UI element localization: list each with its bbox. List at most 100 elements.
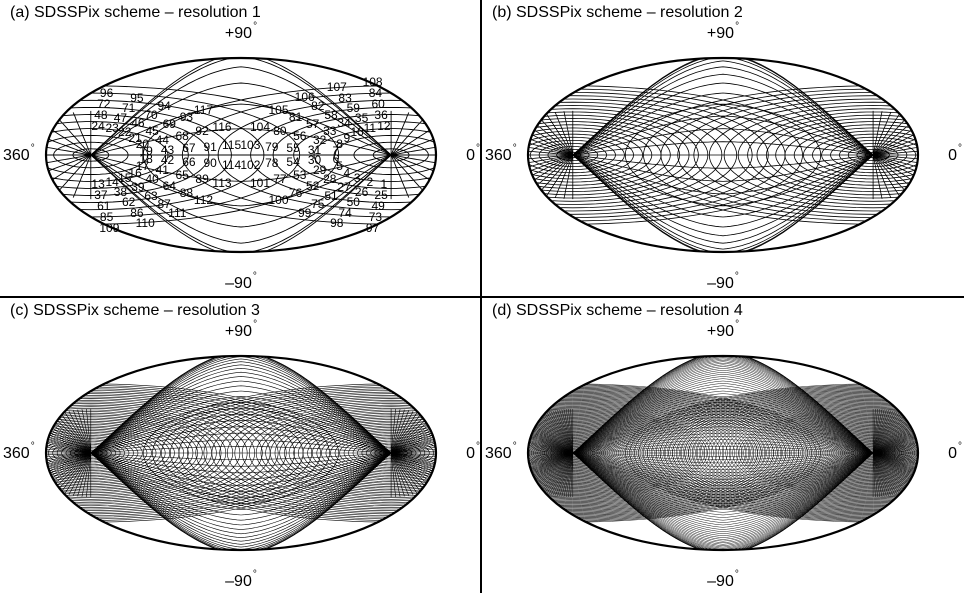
right-longitude-label: 0°: [948, 148, 962, 166]
pixel-number-label: 46: [131, 116, 144, 130]
eta-line: [91, 386, 391, 453]
pixel-number-label: 34: [337, 116, 350, 130]
pixel-number-label: 95: [130, 91, 143, 105]
pixel-number-label: 116: [212, 120, 231, 134]
eta-line: [573, 142, 873, 155]
pixel-number-label: 92: [195, 124, 208, 138]
eta-line: [573, 155, 873, 168]
pixel-number-label: 109: [99, 221, 119, 235]
aitoff-map: [0, 298, 482, 594]
south-label: –90°: [0, 574, 482, 592]
panel-b-resolution-2: (b) SDSSPix scheme – resolution 2 +90° –…: [482, 0, 964, 296]
pixel-number-label: 78: [265, 156, 278, 170]
left-longitude-label: 360°: [3, 148, 35, 166]
pixel-number-label: 81: [289, 110, 302, 124]
south-label: –90°: [0, 276, 482, 294]
pixel-number-label: 79: [265, 140, 278, 154]
pixel-number-label: 8: [336, 137, 343, 151]
pixel-number-label: 106: [295, 90, 315, 104]
pixel-number-label: 100: [268, 193, 288, 207]
pixel-number-label: 77: [273, 172, 286, 186]
pixel-number-label: 3: [354, 171, 361, 185]
panel-d-resolution-4: (d) SDSSPix scheme – resolution 4 +90° –…: [482, 298, 964, 594]
pixel-number-label: 76: [289, 186, 302, 200]
grid-lines: [0, 356, 482, 549]
aitoff-map: [482, 0, 964, 296]
pixel-number-label: 107: [327, 80, 347, 94]
left-longitude-label: 360°: [485, 446, 517, 464]
pixel-number-label: 103: [240, 138, 260, 152]
pixel-number-label: 70: [144, 108, 157, 122]
aitoff-map: [482, 298, 964, 594]
grid-lines: [482, 58, 964, 251]
pixel-number-label: 58: [324, 108, 337, 122]
pixel-number-label: 102: [240, 158, 260, 172]
pixel-number-label: 66: [182, 155, 195, 169]
north-label: +90°: [482, 26, 964, 44]
pixel-number-label: 88: [180, 186, 193, 200]
north-label: +90°: [482, 324, 964, 342]
pixel-number-label: 94: [158, 99, 171, 113]
pixel-number-label: 45: [146, 124, 159, 138]
pixel-number-label: 111: [168, 206, 186, 220]
south-label: –90°: [482, 574, 964, 592]
pixel-number-label: 56: [293, 129, 306, 143]
pixel-number-label: 104: [250, 120, 270, 134]
north-label: +90°: [0, 324, 482, 342]
pixel-number-label: 33: [323, 124, 336, 138]
pixel-number-label: 115: [222, 138, 241, 152]
pixel-number-label: 53: [293, 168, 306, 182]
pixel-number-label: 57: [306, 117, 319, 131]
pixel-number-label: 113: [212, 176, 231, 190]
pixel-number-label: 108: [363, 75, 383, 89]
pixel-number-label: 101: [250, 176, 270, 190]
left-longitude-label: 360°: [485, 148, 517, 166]
pixel-number-label: 91: [204, 140, 217, 154]
grid-lines: [0, 58, 482, 251]
eta-line: [91, 453, 391, 520]
pixel-number-label: 96: [100, 86, 113, 100]
pixel-number-label: 64: [163, 179, 176, 193]
left-longitude-label: 360°: [3, 446, 35, 464]
right-longitude-label: 0°: [466, 446, 480, 464]
panel-title: (b) SDSSPix scheme – resolution 2: [492, 4, 743, 22]
pixel-number-label: 54: [286, 155, 299, 169]
pixel-number-label: 80: [273, 124, 286, 138]
pixel-number-label: 114: [222, 158, 241, 172]
pixel-number-label: 89: [195, 172, 208, 186]
pixel-number-label: 55: [286, 141, 299, 155]
pixel-number-label: 4: [344, 166, 351, 180]
pixel-number-label: 90: [204, 156, 217, 170]
pixel-number-label: 52: [306, 179, 319, 193]
pixel-number-label: 98: [330, 216, 343, 230]
pixel-number-label: 117: [194, 103, 213, 117]
pixel-number-label: 110: [136, 216, 155, 230]
panel-title: (d) SDSSPix scheme – resolution 4: [492, 302, 743, 320]
pixel-number-label: 27: [337, 180, 350, 194]
pixel-number-label: 68: [176, 129, 189, 143]
south-label: –90°: [482, 276, 964, 294]
north-label: +90°: [0, 26, 482, 44]
pixel-number-label: 93: [180, 110, 193, 124]
pixel-number-label: 69: [163, 117, 176, 131]
pixel-number-label: 99: [298, 206, 311, 220]
pixel-number-label: 10: [351, 125, 364, 139]
panel-title: (c) SDSSPix scheme – resolution 3: [10, 302, 260, 320]
pixel-number-label: 51: [324, 189, 337, 203]
panel-c-resolution-3: (c) SDSSPix scheme – resolution 3 +90° –…: [0, 298, 482, 594]
pixel-number-label: 97: [366, 221, 379, 235]
right-longitude-label: 0°: [948, 446, 962, 464]
pixel-number-label: 105: [268, 103, 288, 117]
pixel-number-label: 112: [194, 193, 213, 207]
pixel-number-label: 9: [344, 131, 351, 145]
pixel-number-label: 22: [118, 125, 131, 139]
pixel-number-label: 63: [144, 189, 157, 203]
right-longitude-label: 0°: [466, 148, 480, 166]
grid-lines: [482, 356, 964, 549]
pixel-number-label: 39: [131, 180, 144, 194]
panel-a-resolution-1: (a) SDSSPix scheme – resolution 1 +90° –…: [0, 0, 482, 296]
pixel-number-label: 67: [182, 141, 195, 155]
panel-title: (a) SDSSPix scheme – resolution 1: [10, 4, 261, 22]
pixel-number-label: 75: [311, 197, 324, 211]
